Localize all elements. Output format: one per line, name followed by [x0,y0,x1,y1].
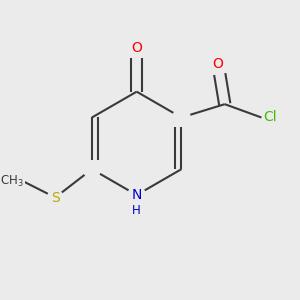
Text: S: S [51,190,60,205]
Text: O: O [213,57,224,71]
Text: N: N [131,188,142,202]
Text: Cl: Cl [263,110,277,124]
Text: H: H [132,203,141,217]
Text: CH$_3$: CH$_3$ [0,174,24,189]
Text: O: O [131,41,142,55]
